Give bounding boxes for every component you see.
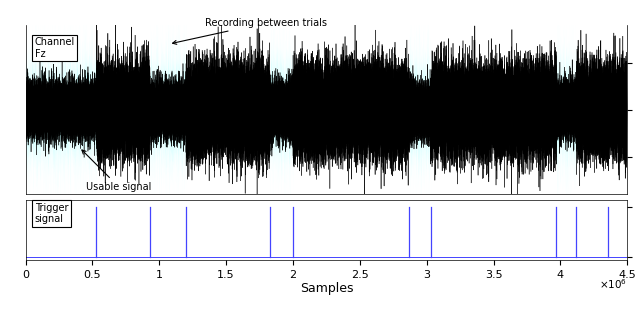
Text: Usable signal: Usable signal <box>82 150 152 192</box>
Text: $\times10^6$: $\times10^6$ <box>599 277 627 291</box>
X-axis label: Samples: Samples <box>300 282 353 295</box>
Text: Trigger
signal: Trigger signal <box>35 203 68 224</box>
Text: Recording between trials: Recording between trials <box>173 18 327 44</box>
Text: Channel
Fz: Channel Fz <box>35 37 75 59</box>
